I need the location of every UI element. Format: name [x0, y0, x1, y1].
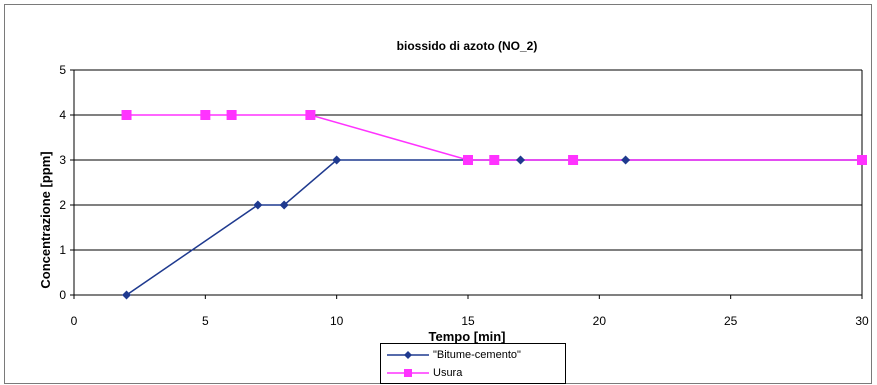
series-2-point-3 — [305, 110, 316, 120]
legend-label-series-1: "Bitume-cemento" — [433, 349, 521, 361]
chart-title: biossido di azoto (NO_2) — [397, 39, 538, 53]
x-axis-label: Tempo [min] — [428, 329, 505, 344]
x-tick-label-6: 30 — [855, 314, 869, 328]
x-tick-label-0: 0 — [71, 314, 78, 328]
series-1-point-1 — [253, 200, 263, 210]
series-2-point-2 — [226, 110, 237, 120]
legend-item-series-2: Usura — [385, 364, 462, 382]
legend-item-series-1: "Bitume-cemento" — [385, 346, 521, 364]
series-1-point-0 — [122, 290, 132, 300]
series-1-point-6 — [621, 155, 631, 165]
y-tick-label-3: 3 — [59, 153, 66, 167]
x-axis-ticks: 0 5 10 15 20 25 30 — [71, 295, 869, 328]
plot-background — [74, 70, 862, 295]
y-tick-label-2: 2 — [59, 198, 66, 212]
y-tick-label-0: 0 — [59, 288, 66, 302]
x-tick-label-4: 20 — [593, 314, 607, 328]
series-2-point-0 — [121, 110, 132, 120]
x-tick-label-5: 25 — [724, 314, 738, 328]
series-2-point-6 — [568, 155, 579, 165]
legend-swatch-series-2 — [387, 369, 429, 377]
series-2-point-7 — [857, 155, 867, 165]
x-tick-label-1: 5 — [202, 314, 209, 328]
x-tick-label-2: 10 — [330, 314, 344, 328]
series-group — [121, 110, 867, 300]
series-1-point-5 — [516, 155, 526, 165]
y-tick-label-4: 4 — [59, 108, 66, 122]
x-tick-label-3: 15 — [461, 314, 475, 328]
legend-label-series-2: Usura — [433, 367, 463, 379]
y-tick-label-1: 1 — [59, 243, 66, 257]
y-axis-label: Concentrazione [ppm] — [38, 151, 53, 288]
y-axis-ticks: 0 1 2 3 4 5 — [59, 63, 74, 302]
series-2-point-4 — [463, 155, 473, 165]
series-2-point-5 — [489, 155, 500, 165]
legend: "Bitume-cemento" Usura — [380, 343, 566, 384]
series-1-point-3 — [332, 155, 342, 165]
series-1-point-2 — [279, 200, 289, 210]
legend-swatch-series-1 — [387, 351, 429, 359]
y-tick-label-5: 5 — [59, 63, 66, 77]
plot-area — [74, 70, 862, 295]
series-2-point-1 — [200, 110, 211, 120]
